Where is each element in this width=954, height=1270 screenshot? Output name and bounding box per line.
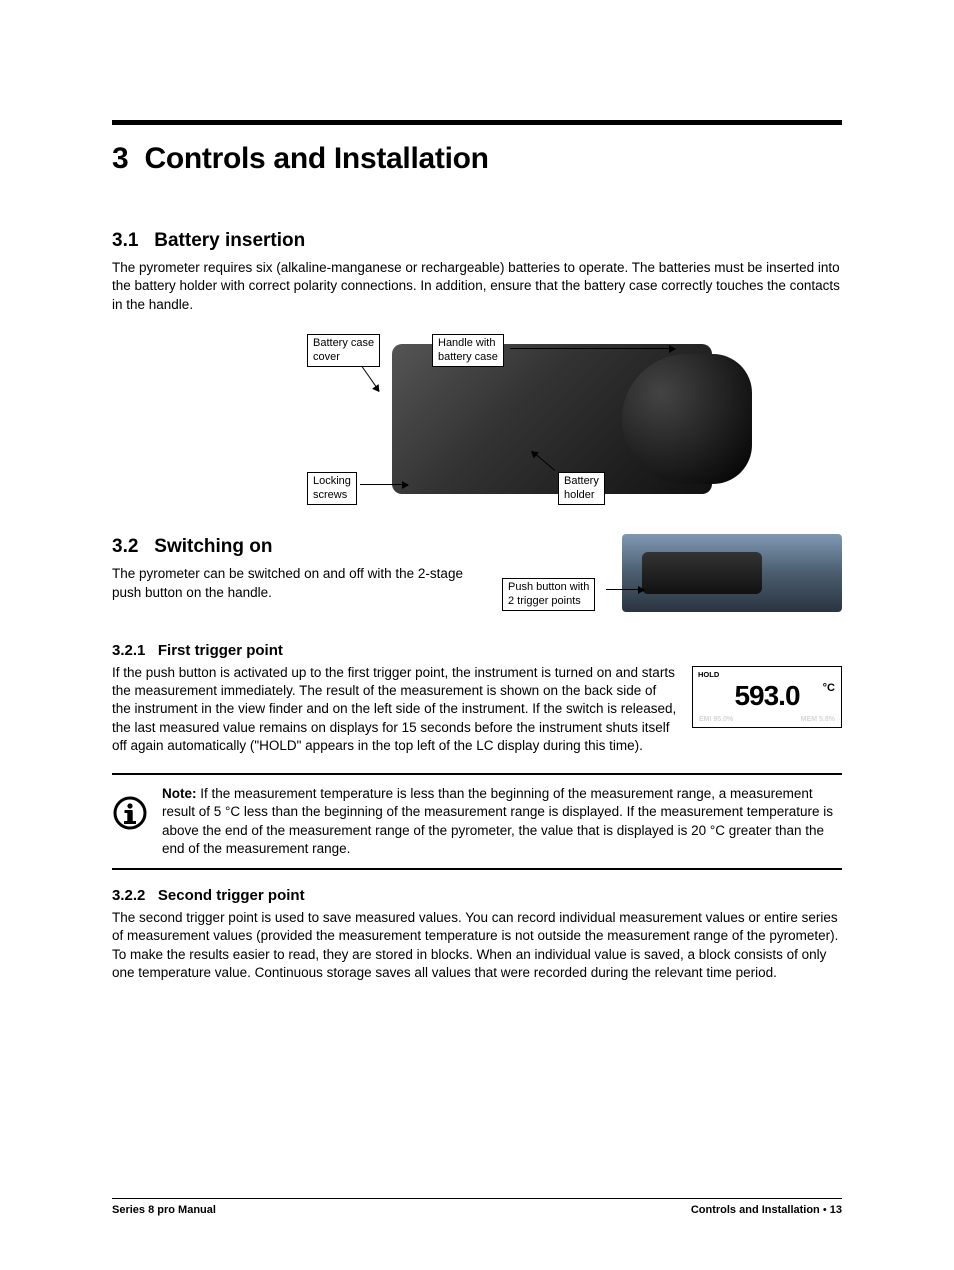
callout-pushbutton: Push button with 2 trigger points bbox=[502, 578, 595, 612]
callout-battery-cover-l1: Battery case bbox=[313, 337, 374, 349]
footer-bullet: • bbox=[820, 1204, 830, 1216]
figure-pushbutton: Push button with 2 trigger points bbox=[502, 534, 842, 629]
lcd-mem: MEM 5.8% bbox=[801, 715, 835, 724]
note-block: Note: If the measurement temperature is … bbox=[112, 773, 842, 870]
lcd-emi: EMI 95.0% bbox=[699, 715, 733, 724]
heading-3-2: 3.2 Switching on bbox=[112, 534, 482, 560]
footer-right: Controls and Installation • 13 bbox=[691, 1203, 842, 1218]
heading-3-1: 3.1 Battery insertion bbox=[112, 228, 842, 254]
lcd-value: 593.0 bbox=[699, 677, 835, 715]
callout-handle: Handle with battery case bbox=[432, 334, 504, 368]
callout-screws-l2: screws bbox=[313, 489, 347, 501]
heading-3-2-1-num: 3.2.1 bbox=[112, 642, 145, 659]
arrow-handle bbox=[510, 348, 675, 349]
heading-3-2-2-text: Second trigger point bbox=[158, 887, 305, 904]
arrow-screws bbox=[360, 484, 408, 485]
heading-3-1-num: 3.1 bbox=[112, 230, 138, 251]
footer-left: Series 8 pro Manual bbox=[112, 1203, 216, 1218]
info-icon bbox=[112, 795, 148, 831]
chapter-rule bbox=[112, 120, 842, 125]
callout-pushbutton-l2: 2 trigger points bbox=[508, 595, 581, 607]
heading-3-2-1: 3.2.1 First trigger point bbox=[112, 641, 842, 661]
heading-3-2-2-num: 3.2.2 bbox=[112, 887, 145, 904]
heading-3-2-1-text: First trigger point bbox=[158, 642, 283, 659]
callout-pushbutton-l1: Push button with bbox=[508, 581, 589, 593]
footer-rule bbox=[112, 1198, 842, 1199]
callout-screws-l1: Locking bbox=[313, 475, 351, 487]
section-3-2-1-body: HOLD 593.0 °C EMI 95.0% MEM 5.8% If the … bbox=[112, 664, 842, 755]
figure-battery: Battery case cover Handle with battery c… bbox=[112, 324, 842, 524]
callout-handle-l1: Handle with bbox=[438, 337, 495, 349]
chapter-title: 3 Controls and Installation bbox=[112, 139, 842, 180]
callout-screws: Locking screws bbox=[307, 472, 357, 506]
callout-battery-cover-l2: cover bbox=[313, 351, 340, 363]
callout-holder-l2: holder bbox=[564, 489, 595, 501]
footer-page: 13 bbox=[830, 1204, 842, 1216]
callout-handle-l2: battery case bbox=[438, 351, 498, 363]
note-body: If the measurement temperature is less t… bbox=[162, 786, 833, 856]
para-3-2: The pyrometer can be switched on and off… bbox=[112, 565, 482, 601]
chapter-number: 3 bbox=[112, 142, 128, 175]
para-3-2-2: The second trigger point is used to save… bbox=[112, 909, 842, 982]
heading-3-2-text: Switching on bbox=[154, 536, 272, 557]
lcd-hold-label: HOLD bbox=[698, 670, 719, 680]
note-label: Note: bbox=[162, 786, 197, 801]
lcd-display: HOLD 593.0 °C EMI 95.0% MEM 5.8% bbox=[692, 666, 842, 728]
lcd-unit: °C bbox=[823, 681, 835, 696]
page-footer: Series 8 pro Manual Controls and Install… bbox=[112, 1198, 842, 1218]
arrow-cover bbox=[362, 366, 380, 391]
callout-battery-cover: Battery case cover bbox=[307, 334, 380, 368]
heading-3-2-2: 3.2.2 Second trigger point bbox=[112, 886, 842, 906]
heading-3-2-num: 3.2 bbox=[112, 536, 138, 557]
footer-right-title: Controls and Installation bbox=[691, 1204, 820, 1216]
callout-holder: Battery holder bbox=[558, 472, 605, 506]
chapter-title-text: Controls and Installation bbox=[144, 142, 488, 175]
note-text: Note: If the measurement temperature is … bbox=[162, 785, 842, 858]
arrow-pushbutton bbox=[606, 589, 644, 590]
handle-photo-placeholder bbox=[622, 534, 842, 612]
callout-holder-l1: Battery bbox=[564, 475, 599, 487]
para-3-1: The pyrometer requires six (alkaline-man… bbox=[112, 259, 842, 314]
heading-3-1-text: Battery insertion bbox=[154, 230, 305, 251]
